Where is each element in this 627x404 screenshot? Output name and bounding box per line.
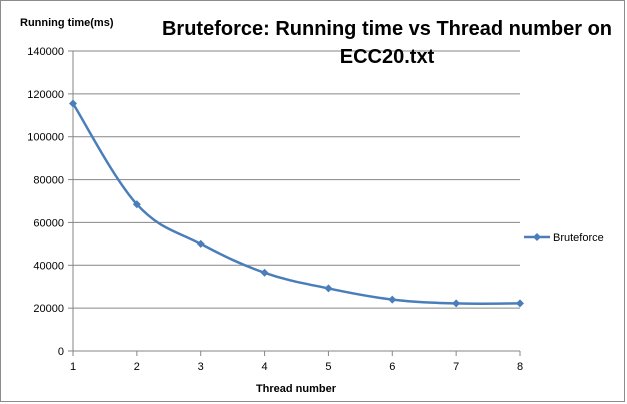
data-point-x4 [260, 268, 269, 277]
y-axis-label: Running time(ms) [20, 17, 114, 29]
data-point-x7 [452, 299, 461, 308]
legend: Bruteforce [524, 232, 604, 244]
x-tick-label-6: 6 [389, 361, 395, 373]
legend-marker-diamond [533, 233, 541, 241]
gridlines [73, 50, 520, 309]
data-point-x3 [196, 239, 205, 248]
chart-title-line-1: Bruteforce: Running time vs Thread numbe… [162, 18, 612, 40]
x-axis-label: Thread number [256, 383, 337, 395]
x-tick-label-7: 7 [453, 361, 459, 373]
y-tick-labels: 0 20000 40000 60000 80000 100000 120000 140000 [27, 46, 64, 358]
y-tick-label-40000: 40000 [33, 260, 64, 272]
legend-label-bruteforce: Bruteforce [553, 232, 604, 244]
y-tick-label-140000: 140000 [27, 46, 64, 58]
data-point-x5 [324, 284, 333, 293]
x-tick-label-3: 3 [198, 361, 204, 373]
data-point-x2 [132, 200, 141, 209]
x-tick-label-2: 2 [134, 361, 140, 373]
chart-title-line-2: ECC20.txt [340, 46, 435, 68]
x-tick-label-8: 8 [517, 361, 523, 373]
x-tick-label-4: 4 [262, 361, 268, 373]
y-tick-label-60000: 60000 [33, 217, 64, 229]
series-bruteforce [69, 99, 524, 308]
y-tick-label-100000: 100000 [27, 132, 64, 144]
data-point-x1 [69, 99, 77, 108]
data-point-x6 [388, 295, 397, 304]
y-tick-label-120000: 120000 [27, 89, 64, 101]
x-tick-labels: 1 2 3 4 5 6 7 8 [70, 361, 523, 373]
y-tick-label-20000: 20000 [33, 303, 64, 315]
data-point-x8 [516, 299, 524, 308]
x-tick-label-5: 5 [325, 361, 331, 373]
x-tick-label-1: 1 [70, 361, 76, 373]
y-tick-label-0: 0 [58, 346, 64, 358]
y-tick-label-80000: 80000 [33, 175, 64, 187]
